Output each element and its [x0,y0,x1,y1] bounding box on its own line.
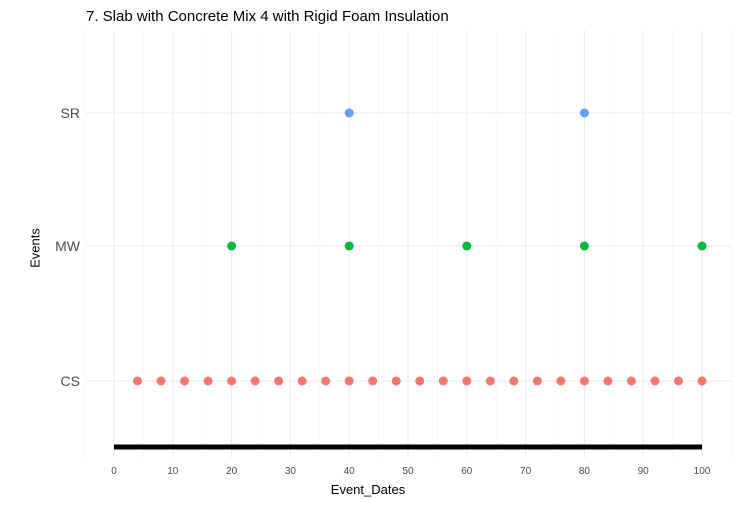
data-point [650,376,660,386]
data-point [697,241,707,251]
data-point [532,376,542,386]
data-point [579,108,589,118]
data-point [250,376,260,386]
data-point [509,376,519,386]
x-tick-label: 70 [520,466,532,477]
data-point [227,376,237,386]
x-tick-label: 40 [344,466,356,477]
series-mw [227,241,707,251]
data-point [297,376,307,386]
x-tick-label: 30 [285,466,297,477]
data-point [344,376,354,386]
x-tick-label: 20 [226,466,238,477]
x-tick-label: 10 [167,466,179,477]
y-tick-label: MW [55,238,81,254]
data-point [603,376,613,386]
x-tick-label: 80 [579,466,591,477]
data-point [485,376,495,386]
data-point [438,376,448,386]
series-sr [344,108,589,118]
chart-title: 7. Slab with Concrete Mix 4 with Rigid F… [86,8,449,25]
data-point [462,376,472,386]
data-point [133,376,143,386]
data-point [344,241,354,251]
data-point [556,376,566,386]
data-point [203,376,213,386]
x-tick-label: 0 [111,466,117,477]
y-axis-label: Events [27,228,43,268]
data-point [579,376,589,386]
series-cs [133,376,707,386]
data-point [415,376,425,386]
data-point [626,376,636,386]
x-tick-label: 100 [694,466,711,477]
data-point [391,376,401,386]
data-point [344,108,354,118]
data-point [321,376,331,386]
data-point [180,376,190,386]
data-point [227,241,237,251]
y-tick-label: CS [61,373,80,389]
data-point [697,376,707,386]
x-tick-label: 90 [638,466,650,477]
data-point [673,376,683,386]
data-point [156,376,166,386]
data-point [462,241,472,251]
y-tick-label: SR [61,105,80,121]
data-point [579,241,589,251]
x-tick-label: 60 [461,466,473,477]
data-point [274,376,284,386]
grid-lines [84,30,732,458]
x-axis-label: Event_Dates [330,482,406,497]
x-tick-label: 50 [402,466,414,477]
data-point [368,376,378,386]
